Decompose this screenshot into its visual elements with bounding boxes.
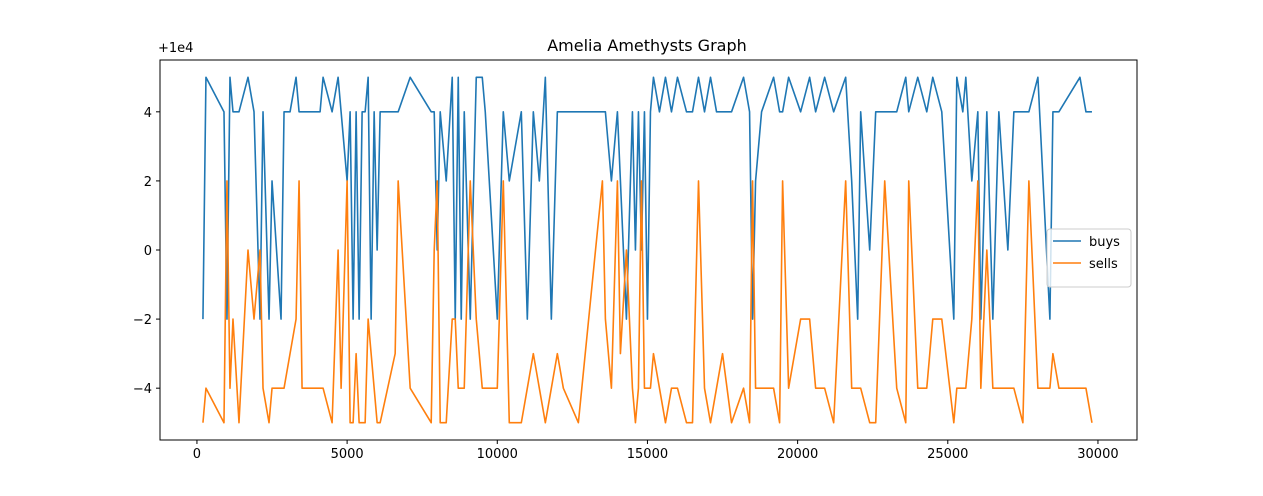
chart-title: Amelia Amethysts Graph [547,36,747,55]
y-tick-label: 4 [144,106,152,121]
y-tick-label: −4 [133,382,152,397]
x-tick-label: 5000 [331,447,364,462]
x-tick-label: 10000 [477,447,518,462]
plot-frame [159,59,1138,441]
line-series [202,76,1092,320]
y-offset-label: +1e4 [158,41,193,56]
x-tick-label: 0 [193,447,201,462]
y-tick-label: −2 [133,313,152,328]
x-tick-label: 30000 [1077,447,1118,462]
legend-label: buys [1089,235,1120,250]
legend-label: sells [1089,257,1118,272]
line-series [202,180,1093,424]
x-tick-label: 25000 [927,447,968,462]
y-tick-label: 0 [144,244,152,259]
x-tick-label: 20000 [777,447,818,462]
x-tick-label: 15000 [627,447,668,462]
y-tick-label: 2 [144,175,152,190]
legend-box [1046,228,1132,288]
